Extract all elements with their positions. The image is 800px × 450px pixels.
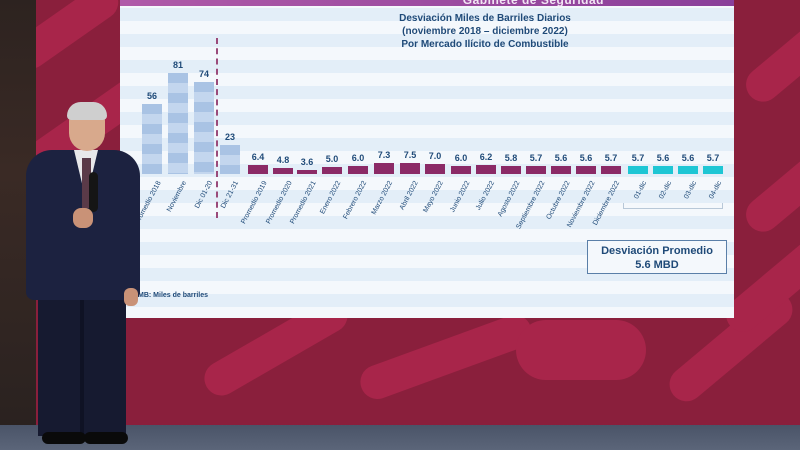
- chart-title-line: (noviembre 2018 – diciembre 2022): [402, 26, 568, 37]
- speaker-shoe: [42, 432, 86, 444]
- bar: [142, 104, 162, 174]
- bar: [425, 163, 445, 174]
- bar-value-label: 81: [172, 59, 183, 70]
- bar: [194, 81, 214, 174]
- microphone-icon: [89, 172, 98, 212]
- bar-value-label: 5.6: [681, 153, 695, 164]
- chart-title-line: Por Mercado Ilícito de Combustible: [401, 39, 569, 50]
- row-band: [120, 216, 734, 229]
- bar: [601, 166, 621, 174]
- bar: [526, 166, 546, 174]
- bar: [628, 166, 648, 174]
- bar-value-label: 6.4: [251, 151, 265, 162]
- speaker-tie: [82, 158, 91, 208]
- bar-value-label: 5.8: [504, 152, 518, 163]
- speaker-leg-gap: [80, 300, 84, 436]
- bar-value-label: 5.6: [656, 153, 670, 164]
- row-band: [120, 8, 734, 21]
- stage-floor: [0, 425, 800, 450]
- bar: [678, 166, 698, 174]
- footnote: MB: Miles de barriles: [138, 292, 209, 299]
- backdrop-pattern: [36, 0, 125, 76]
- speaker-hand: [73, 208, 93, 228]
- slide-header-bar: [120, 0, 734, 6]
- bar: [322, 167, 342, 174]
- row-band: [120, 242, 734, 255]
- bar: [168, 72, 188, 174]
- backdrop-pattern: [739, 5, 800, 109]
- backdrop-pattern: [739, 135, 800, 239]
- bar-value-label: 5.7: [529, 153, 543, 164]
- daily-bracket: [623, 203, 723, 209]
- bar: [476, 165, 496, 174]
- bar-value-label: 3.6: [300, 156, 314, 167]
- bar: [220, 145, 240, 174]
- bar-value-label: 6.2: [479, 152, 493, 163]
- bar-value-label: 5.6: [579, 153, 593, 164]
- bar: [451, 165, 471, 174]
- row-band: [120, 268, 734, 281]
- row-band: [120, 34, 734, 47]
- period-divider: [216, 38, 218, 218]
- bar: [703, 166, 723, 174]
- bar-value-label: 23: [224, 132, 235, 143]
- summary-label: Desviación Promedio: [601, 245, 713, 257]
- summary-value: 5.6 MBD: [635, 259, 679, 271]
- bar: [501, 165, 521, 174]
- bar-value-label: 4.8: [276, 154, 290, 165]
- backdrop-pattern: [516, 320, 646, 380]
- bar: [551, 166, 571, 174]
- speaker-shoe: [84, 432, 128, 444]
- speaker-hand: [124, 288, 138, 306]
- bar-value-label: 5.7: [706, 153, 720, 164]
- bar: [348, 165, 368, 174]
- bar: [374, 163, 394, 174]
- bar: [576, 166, 596, 174]
- row-band: [120, 190, 734, 203]
- bar: [297, 169, 317, 174]
- row-band: [120, 138, 734, 151]
- bar: [653, 166, 673, 174]
- bar: [248, 164, 268, 174]
- row-band: [120, 60, 734, 73]
- backdrop-pattern: [355, 310, 537, 404]
- bar-value-label: 56: [146, 91, 157, 101]
- bar-value-label: 6.0: [351, 152, 365, 163]
- bar-value-label: 5.6: [554, 153, 568, 164]
- bar: [273, 167, 293, 174]
- bar-value-label: 5.7: [604, 153, 618, 164]
- bar-value-label: 6.0: [454, 152, 468, 163]
- row-band: [120, 294, 734, 307]
- slide-header-text: Gabinete de Seguridad: [462, 0, 604, 7]
- bar-value-label: 74: [198, 68, 209, 79]
- average-summary-box: Desviación Promedio 5.6 MBD: [587, 240, 727, 274]
- row-band: [120, 86, 734, 99]
- bar-value-label: 7.5: [403, 149, 417, 160]
- bar-value-label: 5.7: [631, 153, 645, 164]
- bar-value-label: 7.3: [377, 150, 391, 161]
- bar-value-label: 7.0: [428, 150, 442, 161]
- speaker-hair: [67, 102, 107, 120]
- bar-value-label: 5.0: [325, 154, 339, 165]
- presentation-screen: Gabinete de Seguridad Desviación Miles d…: [120, 0, 734, 318]
- chart-title-line: Desviación Miles de Barriles Diarios: [399, 13, 571, 24]
- row-band: [120, 112, 734, 125]
- chart-title: Desviación Miles de Barriles Diarios (no…: [370, 12, 600, 51]
- bar: [400, 162, 420, 174]
